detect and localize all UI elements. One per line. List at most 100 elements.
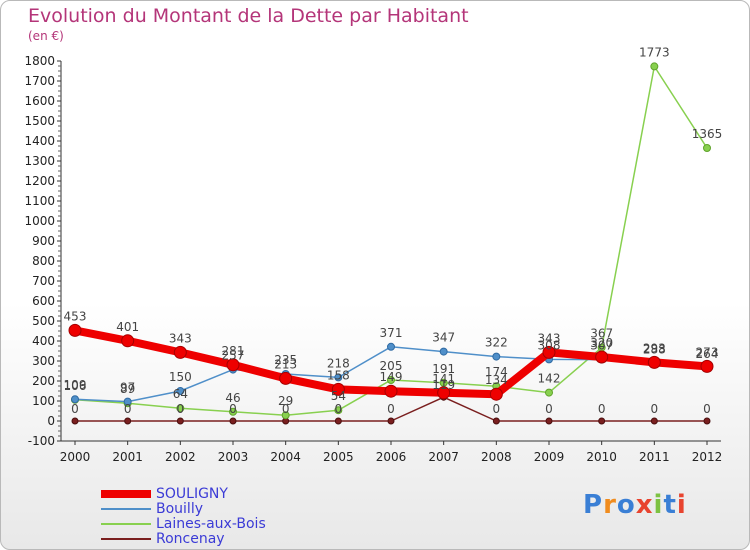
data-point — [279, 371, 293, 385]
data-label: 343 — [538, 331, 561, 345]
y-tick-label: 1300 — [24, 154, 55, 168]
data-label: 371 — [380, 326, 403, 340]
x-tick-label: 2002 — [165, 450, 196, 464]
x-tick-label: 2011 — [639, 450, 670, 464]
legend-swatch — [101, 508, 151, 510]
data-label: 141 — [432, 372, 455, 386]
data-point — [545, 388, 553, 397]
data-label: 367 — [590, 327, 613, 341]
data-label: 150 — [169, 370, 192, 384]
y-tick-label: 600 — [32, 294, 55, 308]
data-point — [489, 387, 503, 401]
y-tick-label: 1600 — [24, 94, 55, 108]
data-label: 257 — [222, 349, 245, 363]
data-label: 0 — [387, 402, 395, 416]
data-point — [121, 334, 135, 348]
legend-label: Roncenay — [156, 531, 225, 547]
legend-item: SOULIGNY — [101, 486, 228, 502]
y-tick-label: 0 — [47, 414, 55, 428]
data-point — [334, 406, 343, 415]
data-point — [647, 355, 661, 369]
data-point — [226, 358, 240, 372]
data-label: 1365 — [692, 127, 723, 141]
data-label: 0 — [335, 402, 343, 416]
data-label: 0 — [124, 402, 132, 416]
data-label: 89 — [120, 382, 135, 396]
data-label: 134 — [485, 373, 508, 387]
data-label: 235 — [274, 353, 297, 367]
data-label: 0 — [493, 402, 501, 416]
legend-label: SOULIGNY — [156, 486, 228, 502]
logo-letter: i — [676, 490, 687, 520]
data-label: 1773 — [639, 45, 670, 59]
data-label: 281 — [222, 344, 245, 358]
data-point — [492, 352, 501, 361]
y-tick-label: 1200 — [24, 174, 55, 188]
data-label: 106 — [64, 379, 87, 393]
data-label: 308 — [538, 338, 561, 352]
x-tick-label: 2004 — [270, 450, 301, 464]
data-label: 264 — [696, 347, 719, 361]
logo-letter: x — [635, 490, 654, 520]
data-label: 174 — [485, 365, 508, 379]
x-tick-label: 2008 — [481, 450, 512, 464]
y-tick-label: -100 — [28, 434, 55, 448]
data-label: 218 — [327, 356, 350, 370]
legend-label: Bouilly — [156, 501, 203, 517]
data-label: 0 — [282, 402, 290, 416]
data-label: 401 — [116, 320, 139, 334]
y-tick-label: 300 — [32, 354, 55, 368]
data-point — [68, 323, 82, 337]
data-label: 54 — [331, 389, 346, 403]
legend-item: Roncenay — [101, 531, 225, 547]
data-point — [229, 407, 237, 416]
legend-item: Laines-aux-Bois — [101, 516, 266, 532]
y-tick-label: 200 — [32, 374, 55, 388]
data-point — [650, 62, 659, 71]
data-label: 149 — [380, 370, 403, 384]
y-tick-label: 1800 — [24, 54, 55, 68]
data-label: 0 — [651, 402, 659, 416]
data-point — [71, 395, 79, 404]
data-label: 0 — [177, 402, 185, 416]
data-point — [173, 345, 187, 359]
data-label: 343 — [169, 331, 192, 345]
data-point — [71, 417, 79, 425]
data-label: 320 — [590, 336, 613, 350]
x-tick-label: 2006 — [376, 450, 407, 464]
data-point — [387, 342, 395, 351]
data-point — [595, 350, 609, 364]
data-label: 0 — [598, 402, 606, 416]
data-label: 46 — [225, 391, 240, 405]
y-tick-label: 1000 — [24, 214, 55, 228]
data-label: 213 — [274, 357, 297, 371]
data-label: 158 — [327, 368, 350, 382]
data-label: 288 — [643, 342, 666, 356]
y-tick-label: 800 — [32, 254, 55, 268]
data-point — [439, 347, 448, 356]
data-label: 191 — [432, 362, 455, 376]
logo-letter: r — [603, 490, 617, 520]
x-tick-label: 2012 — [692, 450, 723, 464]
legend-swatch — [101, 538, 151, 540]
logo-letter: P — [583, 490, 604, 520]
data-label: 0 — [703, 402, 711, 416]
data-label: 205 — [380, 359, 403, 373]
data-label: 307 — [590, 339, 613, 353]
x-tick-label: 2010 — [586, 450, 617, 464]
data-point — [437, 386, 451, 400]
data-point — [123, 397, 132, 406]
data-point — [387, 376, 395, 384]
data-point — [703, 417, 711, 425]
y-tick-label: 900 — [32, 234, 55, 248]
data-label: 64 — [173, 387, 188, 401]
y-tick-label: 700 — [32, 274, 55, 288]
data-point — [545, 417, 553, 425]
data-point — [331, 382, 345, 396]
data-point — [229, 417, 237, 425]
data-label: 142 — [538, 372, 561, 386]
data-label: 0 — [545, 402, 553, 416]
data-label: 293 — [643, 341, 666, 355]
